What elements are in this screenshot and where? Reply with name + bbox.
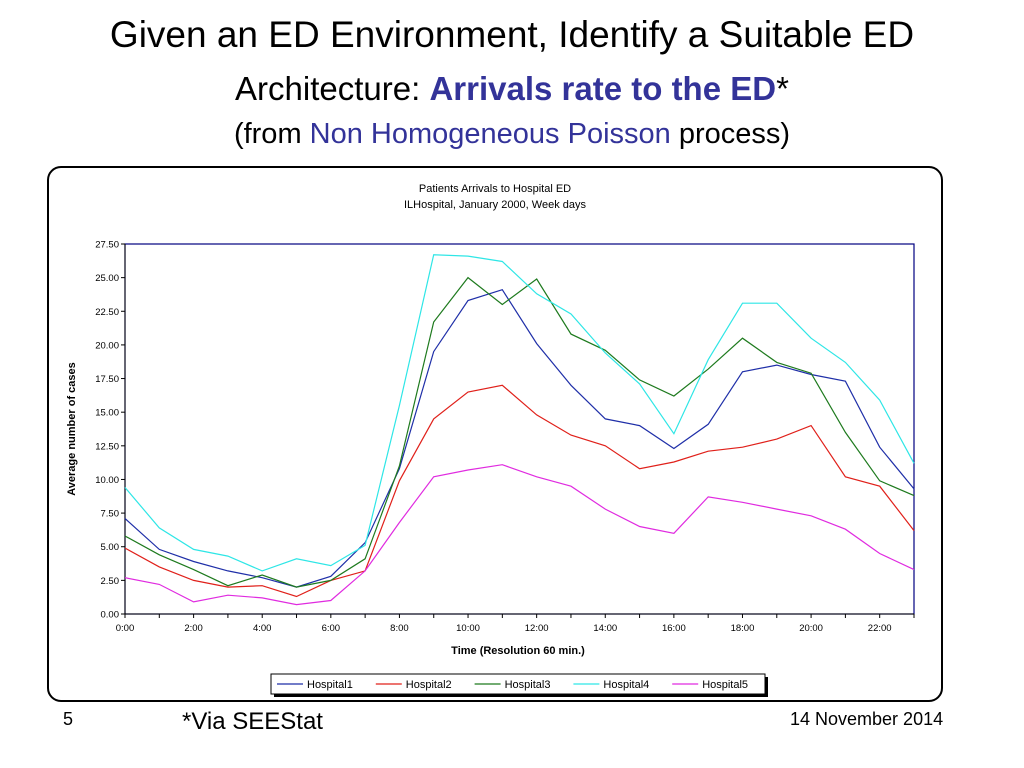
legend-label: Hospital2 [406, 679, 452, 691]
y-tick-label: 17.50 [95, 374, 119, 385]
subtitle-prefix: (from [233, 118, 310, 150]
title-line2-highlight: Arrivals rate to the ED [429, 70, 777, 107]
legend-label: Hospital4 [603, 679, 649, 691]
x-axis-label: Time (Resolution 60 min.) [451, 645, 585, 657]
title-line2-prefix: Architecture: [235, 70, 430, 107]
x-tick-label: 0:00 [116, 623, 135, 634]
y-tick-label: 12.50 [95, 441, 119, 452]
legend-label: Hospital3 [505, 679, 551, 691]
series-line-hospital4 [124, 254, 915, 572]
chart-panel: Patients Arrivals to Hospital ED ILHospi… [47, 166, 943, 702]
title-line2-suffix: * [776, 70, 789, 107]
y-tick-label: 27.50 [95, 240, 119, 251]
chart-subtitle: ILHospital, January 2000, Week days [404, 199, 587, 211]
x-tick-label: 22:00 [868, 623, 892, 634]
y-tick-label: 10.00 [95, 475, 119, 486]
series-line-hospital5 [124, 464, 915, 606]
chart-legend: Hospital1 Hospital2 Hospital3 Hospital4 Hosp… [270, 673, 768, 697]
slide-title-line1: Given an ED Environment, Identify a Suit… [109, 14, 915, 55]
y-tick-label: 2.50 [101, 576, 120, 587]
x-tick-label: 12:00 [525, 623, 549, 634]
y-tick-label: 0.00 [101, 610, 120, 621]
x-tick-label: 18:00 [731, 623, 755, 634]
y-tick-label: 22.50 [95, 307, 119, 318]
x-axis: 0:00 2:00 4:00 6:00 8:00 10:00 12:00 14:00 16:00… [116, 613, 915, 634]
arrivals-line-chart: Patients Arrivals to Hospital ED ILHospi… [66, 183, 915, 697]
series-line-hospital2 [124, 384, 915, 598]
plot-area [124, 243, 915, 615]
chart-title: Patients Arrivals to Hospital ED [419, 183, 571, 195]
y-tick-label: 25.00 [95, 273, 119, 284]
series-line-hospital3 [124, 276, 915, 588]
y-tick-label: 15.00 [95, 408, 119, 419]
series-layer [124, 254, 915, 606]
slide-title-line2: Architecture: Arrivals rate to the ED* [0, 70, 1024, 108]
slide-date: 14 November 2014 [790, 709, 944, 729]
y-tick-label: 20.00 [95, 340, 119, 351]
y-tick-label: 7.50 [101, 509, 120, 520]
y-axis-label: Average number of cases [66, 362, 78, 495]
series-line-hospital1 [124, 288, 915, 588]
subtitle-suffix: process) [670, 118, 791, 150]
x-tick-label: 14:00 [593, 623, 617, 634]
x-tick-label: 4:00 [253, 623, 272, 634]
x-tick-label: 16:00 [662, 623, 686, 634]
y-axis: 0.00 2.50 5.00 7.50 10.00 12.50 15.00 17.50 20.0… [95, 240, 126, 621]
slide-subtitle: (from Non Homogeneous Poisson process) [0, 118, 1024, 151]
y-tick-label: 5.00 [101, 542, 120, 553]
legend-box [270, 673, 766, 695]
x-tick-label: 20:00 [799, 623, 823, 634]
x-tick-label: 6:00 [322, 623, 341, 634]
x-tick-label: 8:00 [390, 623, 409, 634]
x-tick-label: 2:00 [184, 623, 203, 634]
page-number: 5 [63, 709, 74, 729]
legend-label: Hospital1 [307, 679, 353, 691]
subtitle-highlight: Non Homogeneous Poisson [309, 118, 671, 150]
x-tick-label: 10:00 [456, 623, 480, 634]
legend-label: Hospital5 [702, 679, 748, 691]
footnote: *Via SEEStat [182, 708, 323, 735]
